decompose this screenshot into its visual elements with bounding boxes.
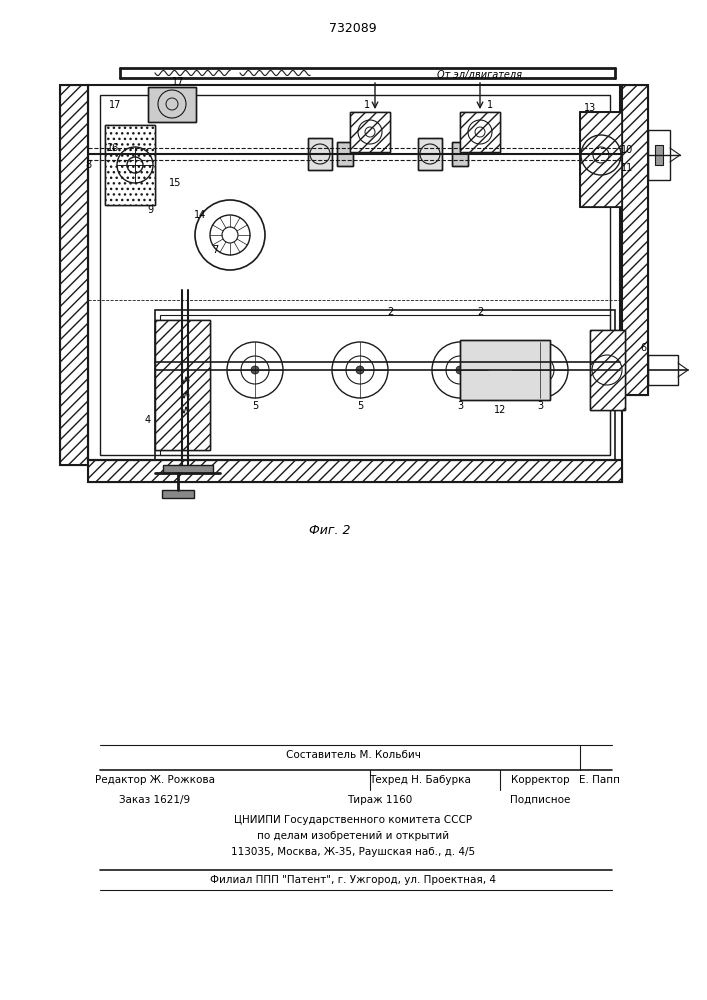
- Bar: [105, 125, 155, 205]
- Bar: [337, 142, 353, 166]
- Bar: [337, 142, 353, 166]
- Bar: [308, 138, 332, 170]
- Bar: [452, 142, 468, 166]
- Text: Е. Папп: Е. Папп: [580, 775, 621, 785]
- Bar: [350, 112, 390, 152]
- Bar: [648, 355, 678, 385]
- Bar: [148, 87, 196, 122]
- Text: Тираж 1160: Тираж 1160: [347, 795, 413, 805]
- Text: 9: 9: [147, 205, 153, 215]
- Bar: [105, 125, 155, 205]
- Text: Фиг. 2: Фиг. 2: [309, 524, 351, 536]
- Bar: [88, 85, 622, 460]
- Bar: [590, 330, 625, 410]
- Circle shape: [356, 366, 364, 374]
- Text: 15: 15: [169, 178, 181, 188]
- Bar: [60, 85, 88, 465]
- Text: 10: 10: [621, 145, 633, 155]
- Bar: [163, 465, 213, 473]
- Bar: [350, 112, 390, 152]
- Text: 14: 14: [194, 210, 206, 220]
- Text: 1: 1: [487, 100, 493, 110]
- Text: 1: 1: [364, 100, 370, 110]
- Bar: [155, 320, 210, 450]
- Circle shape: [456, 366, 464, 374]
- Bar: [620, 85, 648, 395]
- Bar: [655, 145, 663, 165]
- Text: 5: 5: [357, 401, 363, 411]
- Text: 2: 2: [387, 307, 393, 317]
- Bar: [460, 340, 550, 400]
- Circle shape: [251, 366, 259, 374]
- Text: Редактор Ж. Рожкова: Редактор Ж. Рожкова: [95, 775, 215, 785]
- Text: 732089: 732089: [329, 21, 377, 34]
- Text: 2: 2: [477, 307, 483, 317]
- Bar: [418, 138, 442, 170]
- Text: 3: 3: [457, 401, 463, 411]
- Text: От эл/двигателя: От эл/двигателя: [438, 70, 522, 80]
- Text: 16: 16: [107, 143, 119, 153]
- Bar: [590, 330, 625, 410]
- Text: 4: 4: [145, 415, 151, 425]
- Text: 113035, Москва, Ж-35, Раушская наб., д. 4/5: 113035, Москва, Ж-35, Раушская наб., д. …: [231, 847, 475, 857]
- Bar: [580, 112, 622, 207]
- Bar: [460, 340, 550, 400]
- Bar: [155, 310, 615, 460]
- Text: 17: 17: [109, 100, 121, 110]
- Text: 8: 8: [85, 160, 91, 170]
- Text: Техред Н. Бабурка: Техред Н. Бабурка: [369, 775, 471, 785]
- Bar: [620, 85, 648, 395]
- Bar: [460, 112, 500, 152]
- Text: 17: 17: [172, 77, 185, 87]
- Bar: [105, 125, 155, 205]
- Bar: [460, 112, 500, 152]
- Bar: [100, 95, 610, 455]
- Bar: [155, 320, 210, 450]
- Text: Составитель М. Кольбич: Составитель М. Кольбич: [286, 750, 421, 760]
- Bar: [350, 112, 390, 152]
- Text: Подписное: Подписное: [510, 795, 570, 805]
- Text: 6: 6: [640, 343, 646, 353]
- Text: ЦНИИПИ Государственного комитета СССР: ЦНИИПИ Государственного комитета СССР: [234, 815, 472, 825]
- Text: Корректор: Корректор: [510, 775, 569, 785]
- Bar: [148, 87, 196, 122]
- Text: 12: 12: [493, 405, 506, 415]
- Bar: [160, 315, 610, 455]
- Text: 7: 7: [212, 245, 218, 255]
- Bar: [60, 85, 88, 465]
- Bar: [418, 138, 442, 170]
- Text: Заказ 1621/9: Заказ 1621/9: [119, 795, 191, 805]
- Text: по делам изобретений и открытий: по делам изобретений и открытий: [257, 831, 449, 841]
- Bar: [155, 320, 210, 450]
- Bar: [452, 142, 468, 166]
- Bar: [590, 330, 625, 410]
- Text: 5: 5: [252, 401, 258, 411]
- Text: Филиал ППП "Патент", г. Ужгород, ул. Проектная, 4: Филиал ППП "Патент", г. Ужгород, ул. Про…: [210, 875, 496, 885]
- Bar: [88, 460, 622, 482]
- Text: 3: 3: [537, 401, 543, 411]
- Bar: [88, 460, 622, 482]
- Bar: [648, 130, 670, 180]
- Circle shape: [536, 366, 544, 374]
- Bar: [460, 112, 500, 152]
- Text: 13: 13: [584, 103, 596, 113]
- Text: 11: 11: [621, 163, 633, 173]
- Bar: [580, 112, 622, 207]
- Bar: [580, 112, 622, 207]
- Bar: [308, 138, 332, 170]
- Bar: [162, 490, 194, 498]
